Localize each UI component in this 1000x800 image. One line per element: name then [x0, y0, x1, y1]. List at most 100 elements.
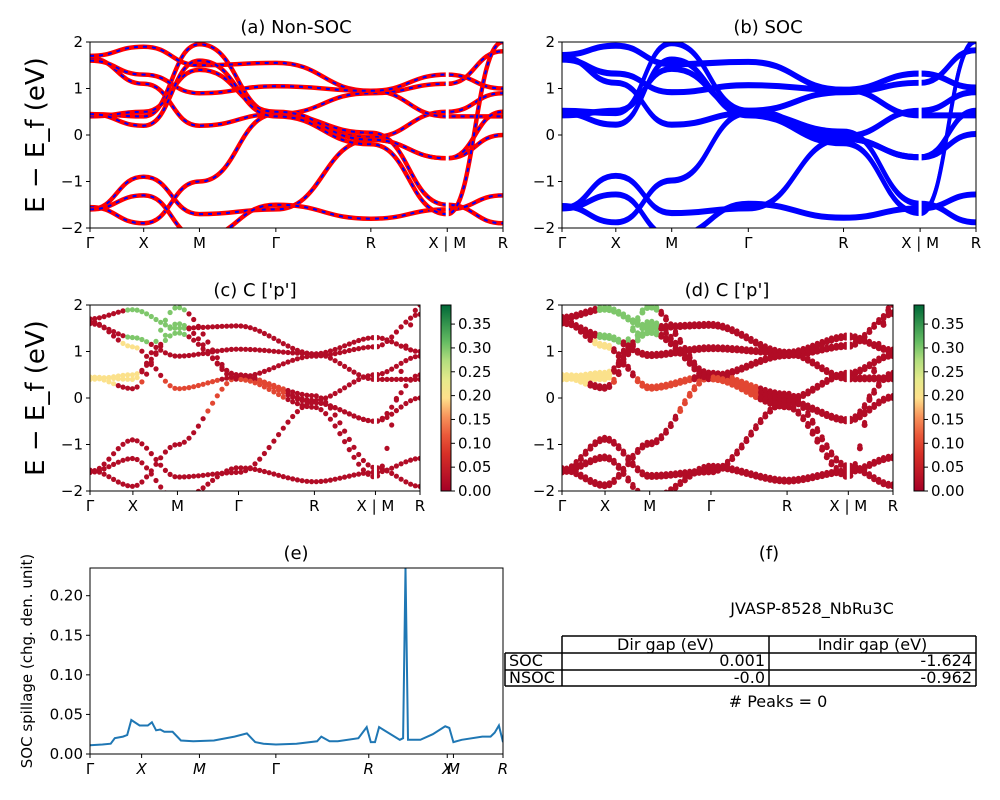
projected-band-point: [285, 343, 291, 349]
projected-band-point: [866, 393, 873, 399]
projected-band-point: [677, 336, 683, 343]
projected-band-point: [819, 408, 825, 414]
projected-band-point: [342, 363, 348, 369]
projected-band-point: [115, 383, 121, 389]
projected-band-point: [630, 481, 636, 488]
panel-c-xtick-label: Γ: [86, 497, 95, 515]
projected-band-point: [573, 463, 579, 469]
projected-band-point: [625, 349, 631, 355]
projected-band-point: [682, 346, 688, 352]
projected-band-point: [739, 384, 745, 390]
projected-band-point: [129, 386, 135, 392]
projected-band-point: [715, 375, 721, 381]
projected-band-point: [195, 351, 201, 357]
projected-band-point: [162, 317, 168, 323]
projected-band-point: [776, 401, 783, 407]
projected-band-point: [412, 312, 418, 318]
projected-band-point: [408, 481, 414, 487]
projected-band-point: [111, 329, 117, 335]
projected-band-point: [360, 336, 366, 342]
projected-band-point: [125, 372, 131, 378]
projected-band-point: [691, 364, 698, 370]
projected-band-point: [389, 376, 395, 382]
projected-band-point: [805, 474, 811, 480]
projected-band-point: [134, 335, 140, 341]
panel-c-colorbar: 0.00 0.05 0.10 0.15 0.20 0.25 0.30 0.35: [440, 304, 491, 500]
projected-band-point: [177, 305, 183, 311]
projected-band-point: [611, 365, 617, 371]
projected-band-point: [880, 455, 887, 461]
projected-band-point: [616, 462, 622, 468]
projected-band-point: [191, 337, 197, 343]
projected-band-point: [753, 338, 759, 344]
panel-a-ytick-label: 2: [73, 33, 83, 51]
projected-band-point: [351, 444, 357, 450]
projected-band-point: [153, 338, 159, 344]
projected-band-point: [115, 459, 121, 465]
projected-band-point: [649, 351, 655, 357]
projected-band-point: [252, 347, 258, 353]
projected-band-point: [753, 347, 759, 353]
projected-band-point: [682, 321, 688, 327]
panel-c-ytick-label: 2: [73, 296, 83, 314]
soc-band-line: [562, 42, 976, 117]
projected-band-point: [611, 457, 617, 463]
projected-band-point: [252, 371, 258, 378]
panel-a-xtick-label: Γ: [272, 234, 281, 252]
projected-band-point: [261, 368, 267, 374]
projected-band-point: [351, 369, 357, 375]
projected-band-point: [677, 469, 683, 475]
projected-band-point: [219, 386, 225, 392]
projected-band-point: [111, 381, 117, 387]
projected-band-point: [290, 350, 296, 356]
projected-band-point: [649, 439, 655, 445]
panel-e-line: [90, 568, 503, 747]
projected-band-point: [280, 425, 286, 431]
projected-band-point: [276, 387, 282, 393]
projected-band-point: [167, 309, 173, 316]
projected-band-point: [167, 352, 173, 358]
panel-c-xtick-label: X | M: [357, 497, 395, 515]
projected-band-point: [148, 356, 154, 362]
projected-band-point: [720, 376, 726, 382]
projected-band-point: [200, 350, 206, 357]
projected-band-point: [210, 379, 216, 385]
projected-band-point: [360, 345, 366, 351]
projected-band-point: [210, 471, 216, 477]
projected-band-point: [720, 344, 726, 350]
projected-band-point: [417, 395, 420, 401]
panel-d-yticks: −2 −1 0 1 2: [533, 296, 562, 500]
projected-band-point: [772, 395, 778, 401]
panel-e-ytick-label: 0.20: [50, 587, 83, 605]
panel-b-yticks: −2 −1 0 1 2: [533, 33, 562, 237]
projected-band-point: [696, 344, 702, 350]
projected-band-point: [649, 327, 655, 334]
projected-band-point: [876, 317, 882, 323]
projected-band-point: [327, 348, 333, 354]
projected-band-point: [134, 456, 140, 463]
projected-band-point: [167, 333, 173, 339]
projected-band-point: [810, 473, 816, 479]
table-row-label: SOC: [509, 651, 543, 670]
projected-band-point: [587, 380, 594, 386]
projected-band-point: [261, 347, 267, 353]
projected-band-point: [758, 389, 764, 395]
panel-e: (e) SOC spillage (chg. den. unit) 0.000.…: [18, 543, 508, 778]
projected-band-point: [824, 442, 830, 448]
panel-a-xtick-label: Γ: [86, 234, 95, 252]
projected-band-point: [583, 326, 589, 332]
projected-band-point: [346, 341, 352, 347]
projected-band-point: [139, 367, 145, 373]
projected-band-point: [247, 374, 253, 380]
projected-band-point: [181, 439, 187, 445]
projected-band-point: [214, 361, 220, 367]
projected-band-point: [96, 375, 102, 382]
projected-band-point: [852, 413, 858, 419]
projected-band-point: [644, 305, 650, 309]
panel-b-ytick-label: −1: [533, 173, 555, 191]
projected-band-point: [238, 469, 244, 475]
projected-band-point: [786, 402, 792, 408]
projected-band-point: [332, 476, 338, 482]
projected-band-point: [800, 345, 806, 352]
projected-band-point: [403, 459, 409, 465]
